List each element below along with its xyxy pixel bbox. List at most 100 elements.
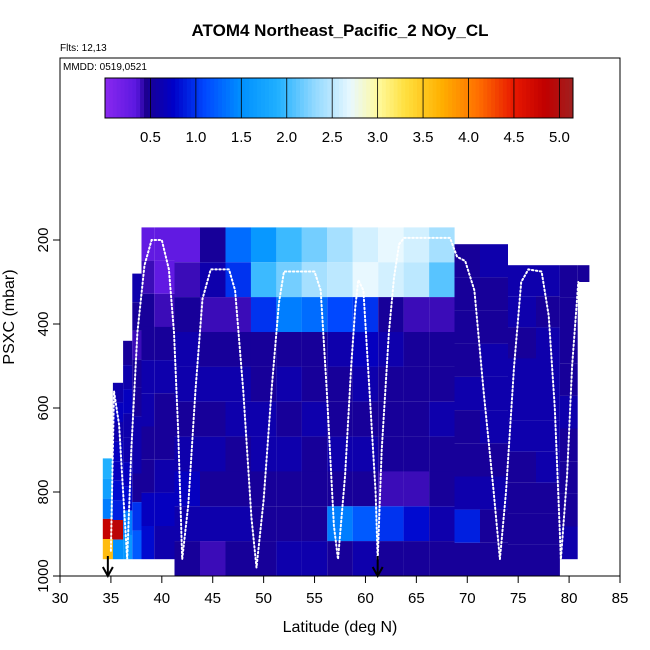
colorbar-segment xyxy=(167,78,172,118)
heatmap-cell xyxy=(352,366,379,402)
y-axis-label: PSXC (mbar) xyxy=(1,269,18,364)
colorbar-segment xyxy=(116,78,121,118)
colorbar-segment xyxy=(257,78,262,118)
colorbar-segment xyxy=(530,78,535,118)
heatmap-cell xyxy=(225,506,251,542)
colorbar-segment xyxy=(452,78,457,118)
heatmap-cell xyxy=(141,393,155,427)
heatmap-cell xyxy=(132,416,142,445)
heatmap-cell xyxy=(276,332,302,367)
heatmap-cell xyxy=(174,401,200,437)
heatmap-cell xyxy=(352,401,379,437)
heatmap-cell xyxy=(250,332,277,367)
chart-title: ATOM4 Northeast_Pacific_2 NOy_CL xyxy=(192,21,489,40)
x-tick-label: 70 xyxy=(459,590,476,607)
heatmap-cell xyxy=(132,530,142,560)
arrows-layer xyxy=(101,556,384,579)
colorbar-tick-label: 1.0 xyxy=(185,129,206,146)
colorbar-segment xyxy=(214,78,219,118)
heatmap-cell xyxy=(112,480,124,501)
heatmap-cell xyxy=(200,471,226,507)
heatmap-cell xyxy=(352,332,379,367)
colorbar-segment xyxy=(537,78,543,118)
heatmap-cell xyxy=(102,518,113,540)
heatmap-cell xyxy=(154,526,175,560)
colorbar-segment xyxy=(444,78,449,118)
colorbar-segment xyxy=(354,78,359,118)
heatmap-cell xyxy=(301,401,328,437)
colorbar-segment xyxy=(171,78,176,118)
heatmap-cell xyxy=(102,539,113,560)
heatmap-cell xyxy=(141,360,155,394)
heatmap-cell xyxy=(536,296,560,328)
heatmap-cell xyxy=(559,395,578,429)
colorbar-segment xyxy=(463,78,469,118)
colorbar-segment xyxy=(241,78,246,118)
arrow-head xyxy=(371,566,384,579)
heatmap-cell xyxy=(454,542,480,576)
heatmap-cell xyxy=(508,296,536,328)
colorbar-segment xyxy=(136,78,141,118)
colorbar-segment xyxy=(159,78,164,118)
heatmap-cell xyxy=(508,451,536,483)
heatmap-cell xyxy=(301,262,328,298)
colorbar-segment xyxy=(261,78,266,118)
colorbar-segment xyxy=(366,78,371,118)
colorbar-segment xyxy=(565,78,570,118)
heatmap-cell xyxy=(276,366,302,402)
heatmap-cell xyxy=(403,436,430,472)
colorbar-segment xyxy=(358,78,363,118)
heatmap-cell xyxy=(154,360,175,394)
heatmap-cell xyxy=(378,506,404,542)
heatmap-cell xyxy=(559,265,578,298)
heatmap-cell xyxy=(352,227,379,263)
colorbar-segment xyxy=(491,78,496,118)
colorbar-segment xyxy=(311,78,316,118)
colorbar-segment xyxy=(381,78,387,118)
heatmap-cell xyxy=(225,401,251,437)
heatmap-cell xyxy=(403,262,430,298)
colorbar-segment xyxy=(108,78,114,118)
heatmap-cell xyxy=(132,387,142,417)
colorbar-tick-label: 3.0 xyxy=(367,129,388,146)
heatmap-cell xyxy=(536,451,560,483)
heatmap-cell xyxy=(200,297,226,332)
heatmap-cell xyxy=(429,297,455,332)
heatmap-cell xyxy=(536,358,560,390)
colorbar-segment xyxy=(440,78,445,118)
heatmap-cell xyxy=(250,262,277,298)
heatmap-cell xyxy=(102,478,113,499)
heatmap-cell xyxy=(352,506,379,542)
heatmap-cell xyxy=(276,436,302,472)
heatmap-cell xyxy=(123,340,133,366)
heatmap-cell xyxy=(429,506,455,542)
heatmap-cell xyxy=(200,227,226,263)
y-tick-label: 800 xyxy=(35,479,52,504)
colorbar-segment xyxy=(436,78,441,118)
heatmap-cell xyxy=(429,436,455,472)
x-tick-label: 35 xyxy=(103,590,120,607)
heatmap-cell xyxy=(559,526,578,560)
colorbar-segment xyxy=(339,78,344,118)
y-tick-label: 400 xyxy=(35,311,52,336)
colorbar-segment xyxy=(417,78,422,118)
heatmap-cell xyxy=(225,227,251,263)
flights-label: Flts: 12,13 xyxy=(60,43,107,54)
heatmap-cell xyxy=(102,458,113,479)
heatmap-cell xyxy=(132,502,142,531)
colorbar-segment xyxy=(237,78,242,118)
colorbar-segment xyxy=(342,78,348,118)
colorbar-segment xyxy=(315,78,320,118)
colorbar-segment xyxy=(475,78,480,118)
heatmap-cell xyxy=(132,359,142,388)
heatmap-cell xyxy=(536,482,560,514)
heatmap-cell xyxy=(536,513,560,545)
arrow-head xyxy=(101,566,114,579)
flight-track-layer xyxy=(109,236,580,568)
heatmap-cell xyxy=(352,262,379,298)
colorbar-segment xyxy=(206,78,211,118)
x-tick-label: 55 xyxy=(306,590,323,607)
colorbar-segment xyxy=(346,78,352,118)
heatmap-cell xyxy=(112,520,124,540)
